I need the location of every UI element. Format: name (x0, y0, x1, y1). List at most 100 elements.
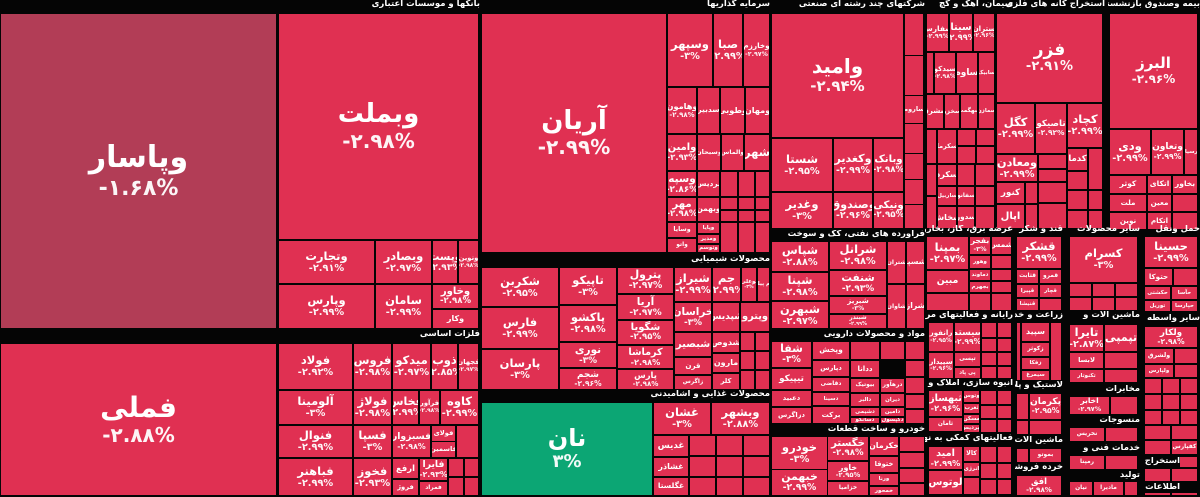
tile-unlabeled[interactable] (905, 205, 923, 228)
tile-مسکن[interactable]: مسکن (964, 415, 979, 423)
tile-ساروم[interactable]: ساروم (905, 96, 923, 123)
tile-تپسی[interactable]: تپسی (955, 353, 980, 366)
tile-unlabeled[interactable] (905, 180, 923, 204)
tile-سخاش[interactable]: سخاش (938, 207, 956, 228)
tile-مهر[interactable]: مهر -۲.۹۸% (668, 198, 696, 221)
tile-شاوان[interactable]: شاوان (888, 285, 905, 328)
tile-unlabeled[interactable] (1145, 493, 1170, 495)
tile-شستا[interactable]: شستا -۲.۹۵% (772, 139, 832, 191)
tile-unlabeled[interactable] (1017, 421, 1028, 434)
tile-unlabeled[interactable] (964, 478, 979, 494)
tile-unlabeled[interactable] (927, 165, 936, 195)
tile-unlabeled[interactable] (756, 352, 769, 369)
tile-unlabeled[interactable] (981, 480, 996, 494)
tile-unlabeled[interactable] (1145, 441, 1170, 454)
tile-میدکو[interactable]: میدکو -۲.۹۷% (393, 344, 430, 389)
tile-دیران[interactable]: دیران (881, 394, 904, 406)
tile-فایرا[interactable]: فایرا -۲.۹۳% (420, 459, 447, 480)
tile-وپخش[interactable]: وپخش (813, 342, 849, 359)
tile-ومدیر[interactable]: ومدیر (698, 235, 719, 243)
tile-unlabeled[interactable] (1017, 449, 1028, 462)
tile-unlabeled[interactable] (1181, 411, 1197, 424)
tile-وتوس[interactable]: وتوس (964, 391, 979, 402)
tile-بیوتیک[interactable]: بیوتیک (851, 379, 879, 392)
tile-اخابر[interactable]: اخابر -۲.۹۷% (1070, 397, 1109, 414)
tile-تاپیکو[interactable]: تاپیکو -۳% (560, 268, 616, 304)
tile-سامان[interactable]: سامان -۲.۹۹% (376, 285, 431, 328)
tile-unlabeled[interactable] (1039, 155, 1066, 168)
tile-unlabeled[interactable] (998, 323, 1011, 337)
tile-unlabeled[interactable] (756, 333, 769, 350)
tile-unlabeled[interactable] (992, 270, 1011, 280)
tile-زاگرس[interactable]: زاگرس (675, 376, 711, 389)
tile-سهگمت[interactable]: سهگمت (961, 95, 977, 128)
tile-unlabeled[interactable] (927, 53, 933, 93)
tile-unlabeled[interactable] (900, 484, 924, 495)
tile-سپید[interactable]: سپید (1022, 323, 1049, 341)
tile-خودرو[interactable]: خودرو -۳% (772, 437, 827, 469)
tile-فارس[interactable]: فارس -۲.۹۹% (482, 308, 558, 348)
tile-unlabeled[interactable] (981, 464, 996, 478)
tile-unlabeled[interactable] (1145, 411, 1161, 424)
tile-unlabeled[interactable] (741, 352, 754, 369)
tile-بمپنا[interactable]: بمپنا -۲.۹۷% (927, 237, 968, 269)
tile-سمازن[interactable]: سمازن (979, 95, 994, 128)
tile-قثابت[interactable]: قثابت (1017, 270, 1038, 283)
tile-unlabeled[interactable] (1145, 395, 1161, 409)
tile-unlabeled[interactable] (756, 211, 769, 221)
tile-وخارزم[interactable]: وخارزم -۲.۹۷% (744, 14, 769, 86)
tile-unlabeled[interactable] (998, 406, 1011, 418)
tile-unlabeled[interactable] (739, 198, 754, 209)
tile-شکربن[interactable]: شکربن -۲.۹۵% (482, 268, 558, 306)
tile-unlabeled[interactable] (982, 323, 996, 337)
tile-وطوبی[interactable]: وطوبی (721, 88, 744, 133)
tile-unlabeled[interactable] (1068, 172, 1087, 189)
tile-وبشهر[interactable]: وبشهر -۲.۸۸% (712, 403, 769, 434)
tile-unlabeled[interactable] (998, 464, 1011, 478)
tile-unlabeled[interactable] (981, 420, 996, 432)
tile-ولپارس[interactable]: ولپارس (1145, 365, 1173, 377)
tile-شگویا[interactable]: شگویا -۲.۹۵% (618, 321, 673, 344)
tile-unlabeled[interactable] (744, 436, 769, 455)
tile-شجم[interactable]: شجم -۲.۹۶% (560, 369, 616, 389)
tile-آلومینا[interactable]: آلومینا -۳% (279, 391, 352, 424)
tile-دالبر[interactable]: دالبر (851, 394, 879, 406)
tile-نوری[interactable]: نوری -۳% (560, 343, 616, 367)
tile-پارسیان[interactable]: پارسیان (1185, 130, 1197, 174)
tile-unlabeled[interactable] (1070, 298, 1091, 310)
tile-خکرمان[interactable]: خکرمان (870, 437, 898, 455)
tile-وبهمن[interactable]: وبهمن (698, 198, 719, 221)
tile-وپترو[interactable]: وپترو (741, 303, 769, 331)
tile-unlabeled[interactable] (756, 198, 769, 209)
tile-فجهان[interactable]: فجهان-۲.۹۷% (459, 344, 478, 389)
tile-شسپا[interactable]: شسپا (907, 242, 924, 283)
tile-دسینا[interactable]: دسینا (813, 393, 849, 405)
tile-کدما[interactable]: کدما (1068, 149, 1087, 170)
tile-ثپردیس[interactable]: ثپردیس (964, 425, 979, 432)
tile-وپست[interactable]: وپست-۲.۹۳% (433, 241, 457, 283)
tile-تکنوتار[interactable]: تکنوتار (1070, 370, 1103, 382)
tile-نوین[interactable]: نوین (1110, 213, 1146, 229)
tile-unlabeled[interactable] (741, 371, 754, 389)
tile-پارس[interactable]: پارس -۲.۹۸% (618, 370, 673, 389)
tile-واتو[interactable]: واتو (668, 239, 696, 252)
tile-unlabeled[interactable] (690, 457, 715, 476)
tile-دماوند[interactable]: دماوند (970, 270, 990, 280)
tile-unlabeled[interactable] (992, 256, 1011, 268)
tile-شنفت[interactable]: شنفت -۲.۹۳% (830, 271, 886, 295)
tile-unlabeled[interactable] (976, 207, 994, 228)
tile-دزاگرس[interactable]: دزاگرس (772, 408, 811, 423)
tile-تایرا[interactable]: تایرا -۲.۸۷% (1070, 325, 1103, 351)
tile-دامین[interactable]: دامین (881, 408, 904, 416)
tile-غشان[interactable]: غشان -۳% (654, 403, 710, 434)
tile-unlabeled[interactable] (717, 436, 742, 455)
tile-وصندوق[interactable]: وصندوق-۲.۹۶% (834, 193, 872, 228)
tile-unlabeled[interactable] (1093, 284, 1114, 296)
tile-unlabeled[interactable] (927, 197, 936, 228)
tile-تاصیکو[interactable]: تاصیکو -۲.۹۲% (1036, 104, 1066, 153)
tile-وپارس[interactable]: وپارس -۲.۹۹% (279, 285, 374, 328)
tile-حپارسا[interactable]: حپارسا (1172, 301, 1197, 311)
tile-unlabeled[interactable] (906, 410, 924, 423)
tile-ونیکی[interactable]: ونیکی -۲.۹۵% (874, 193, 903, 228)
tile-جم[interactable]: جم-۲.۹۹% (713, 268, 740, 301)
